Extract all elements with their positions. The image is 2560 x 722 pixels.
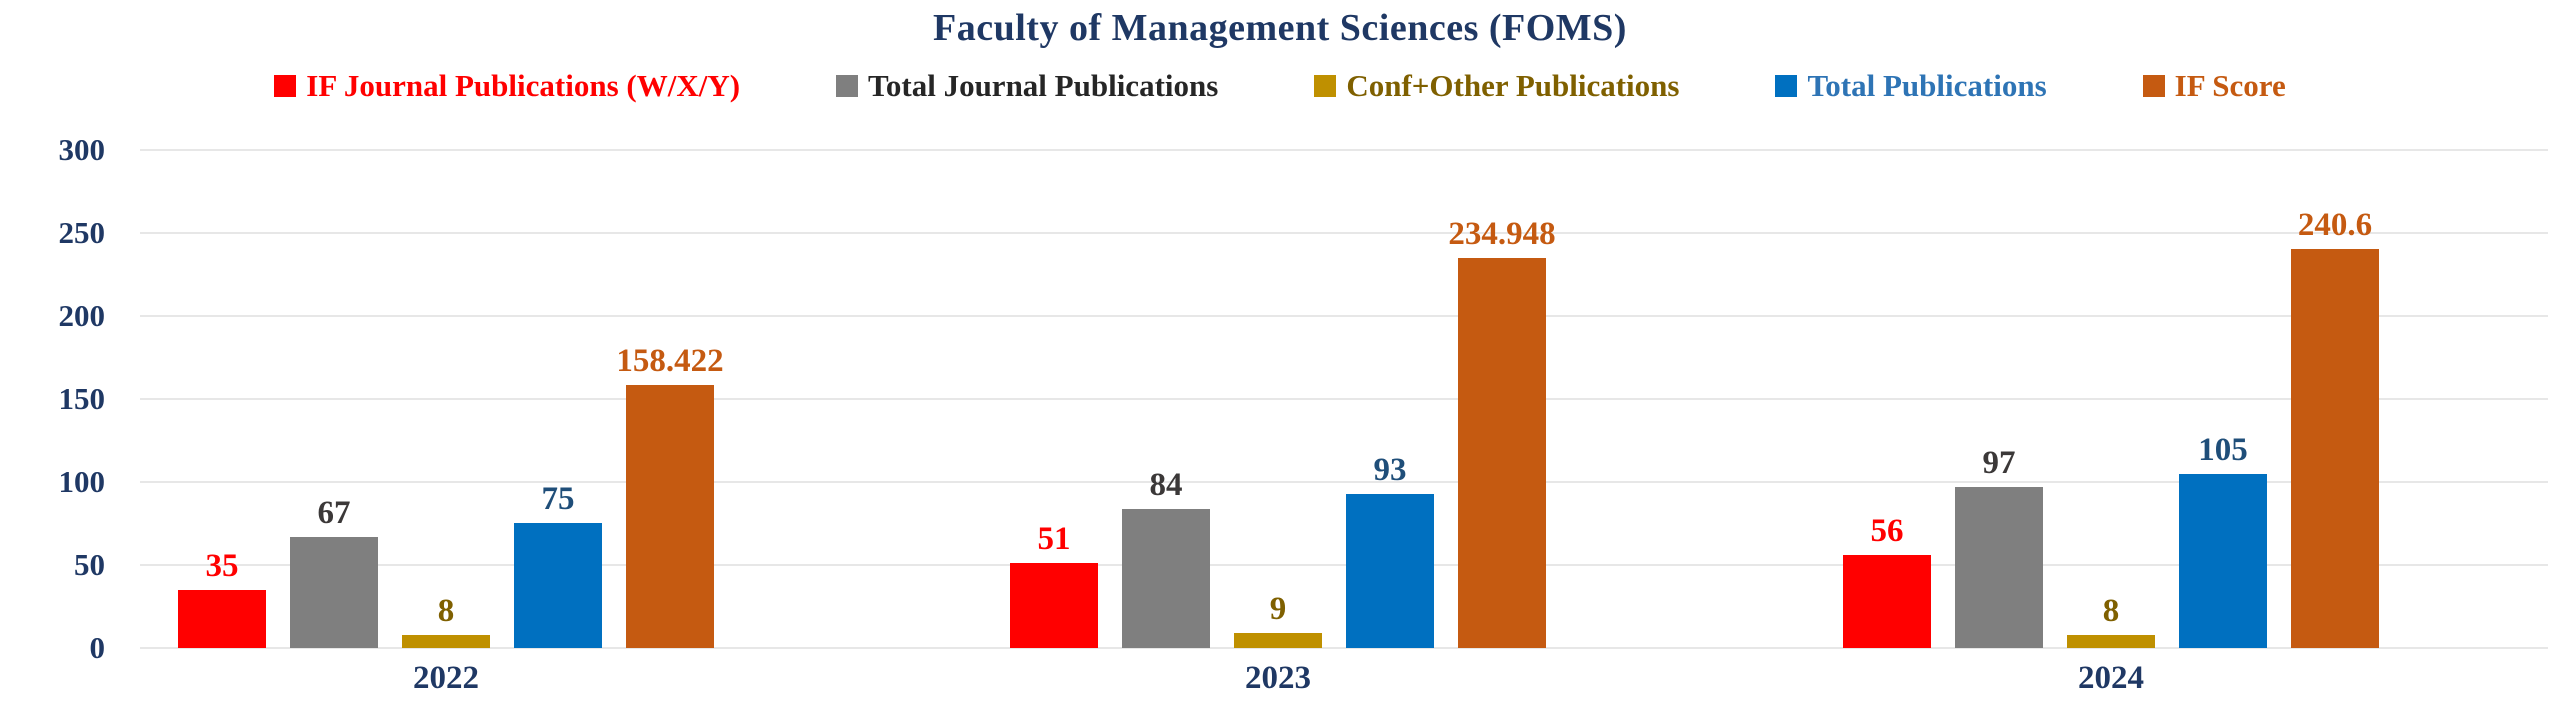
legend-label: Total Journal Publications bbox=[868, 68, 1219, 103]
legend-item-5: IF Score bbox=[2142, 68, 2286, 104]
bar-rect bbox=[1955, 487, 2043, 648]
bar-2022-conf-other-publications: 8 bbox=[402, 592, 490, 648]
x-axis-label-2023: 2023 bbox=[1245, 660, 1311, 696]
bar-value-label: 93 bbox=[1373, 452, 1407, 488]
bar-2023-total-journal-publications: 84 bbox=[1122, 466, 1210, 648]
bar-2024-conf-other-publications: 8 bbox=[2067, 592, 2155, 648]
legend-swatch-icon bbox=[836, 75, 859, 97]
bar-2024-total-publications: 105 bbox=[2179, 431, 2267, 648]
bar-value-label: 35 bbox=[205, 548, 239, 584]
legend-swatch-icon bbox=[1314, 75, 1337, 97]
bar-value-label: 9 bbox=[1269, 591, 1287, 627]
gridline-250 bbox=[140, 232, 2548, 234]
bar-value-label: 56 bbox=[1870, 513, 1904, 549]
legend-swatch-icon bbox=[2142, 75, 2165, 97]
gridline-300 bbox=[140, 149, 2548, 151]
bar-rect bbox=[290, 537, 378, 648]
bar-rect bbox=[2179, 474, 2267, 648]
legend-label: IF Score bbox=[2174, 68, 2286, 103]
gridline-100 bbox=[140, 481, 2548, 483]
y-axis-tick-250: 250 bbox=[58, 215, 106, 250]
bar-rect bbox=[1458, 258, 1546, 648]
x-axis-label-2024: 2024 bbox=[2078, 660, 2144, 696]
bar-2024-total-journal-publications: 97 bbox=[1955, 444, 2043, 648]
bar-value-label: 51 bbox=[1037, 521, 1071, 557]
legend-item-2: Total Journal Publications bbox=[836, 68, 1218, 104]
bar-value-label: 84 bbox=[1149, 467, 1183, 503]
bar-2023-if-journal-publications-w-x-y-: 51 bbox=[1010, 520, 1098, 648]
gridline-0 bbox=[140, 647, 2548, 649]
bar-value-label: 8 bbox=[437, 593, 455, 629]
bar-2024-if-score: 240.6 bbox=[2291, 206, 2379, 648]
gridline-150 bbox=[140, 398, 2548, 400]
bar-2022-total-journal-publications: 67 bbox=[290, 494, 378, 648]
legend: IF Journal Publications (W/X/Y) Total Jou… bbox=[0, 68, 2560, 104]
bar-value-label: 75 bbox=[541, 481, 575, 517]
y-axis-tick-100: 100 bbox=[58, 464, 106, 499]
bar-rect bbox=[2291, 249, 2379, 648]
legend-item-3: Conf+Other Publications bbox=[1314, 68, 1679, 104]
bar-value-label: 97 bbox=[1982, 445, 2016, 481]
bar-value-label: 8 bbox=[2102, 593, 2120, 629]
y-axis-tick-0: 0 bbox=[89, 630, 106, 665]
bar-2023-total-publications: 93 bbox=[1346, 451, 1434, 648]
y-axis-tick-50: 50 bbox=[74, 547, 105, 582]
y-axis-tick-300: 300 bbox=[58, 132, 106, 167]
bar-2024-if-journal-publications-w-x-y-: 56 bbox=[1843, 512, 1931, 648]
bar-rect bbox=[1122, 509, 1210, 648]
bar-rect bbox=[2067, 635, 2155, 648]
legend-swatch-icon bbox=[274, 75, 297, 97]
legend-label: Conf+Other Publications bbox=[1346, 68, 1680, 103]
bar-value-label: 158.422 bbox=[616, 343, 724, 379]
gridline-200 bbox=[140, 315, 2548, 317]
y-axis-tick-150: 150 bbox=[58, 381, 106, 416]
bar-rect bbox=[1010, 563, 1098, 648]
bar-value-label: 234.948 bbox=[1448, 216, 1556, 252]
bar-group-2023: 51 84 9 93 234.948 bbox=[1010, 215, 1556, 648]
bar-value-label: 240.6 bbox=[2297, 207, 2373, 243]
bar-group-2022: 35 67 8 75 158.422 bbox=[178, 342, 724, 648]
bar-2023-conf-other-publications: 9 bbox=[1234, 590, 1322, 648]
bar-2022-if-score: 158.422 bbox=[616, 342, 724, 648]
bar-rect bbox=[626, 385, 714, 648]
bar-rect bbox=[1346, 494, 1434, 648]
bar-2022-total-publications: 75 bbox=[514, 480, 602, 648]
bar-rect bbox=[514, 523, 602, 648]
bar-group-2024: 56 97 8 105 240.6 bbox=[1843, 206, 2379, 648]
legend-item-4: Total Publications bbox=[1775, 68, 2047, 104]
bar-rect bbox=[1234, 633, 1322, 648]
bar-2023-if-score: 234.948 bbox=[1448, 215, 1556, 648]
bar-rect bbox=[402, 635, 490, 648]
y-axis-tick-200: 200 bbox=[58, 298, 106, 333]
bar-2022-if-journal-publications-w-x-y-: 35 bbox=[178, 547, 266, 648]
chart-title: Faculty of Management Sciences (FOMS) bbox=[933, 7, 1627, 49]
bar-value-label: 67 bbox=[317, 495, 351, 531]
legend-label: IF Journal Publications (W/X/Y) bbox=[306, 68, 741, 103]
legend-item-1: IF Journal Publications (W/X/Y) bbox=[274, 68, 740, 104]
x-axis-label-2022: 2022 bbox=[413, 660, 479, 696]
legend-swatch-icon bbox=[1775, 75, 1798, 97]
bar-rect bbox=[1843, 555, 1931, 648]
bar-value-label: 105 bbox=[2198, 432, 2248, 468]
gridline-50 bbox=[140, 564, 2548, 566]
bar-rect bbox=[178, 590, 266, 648]
legend-label: Total Publications bbox=[1807, 68, 2047, 103]
